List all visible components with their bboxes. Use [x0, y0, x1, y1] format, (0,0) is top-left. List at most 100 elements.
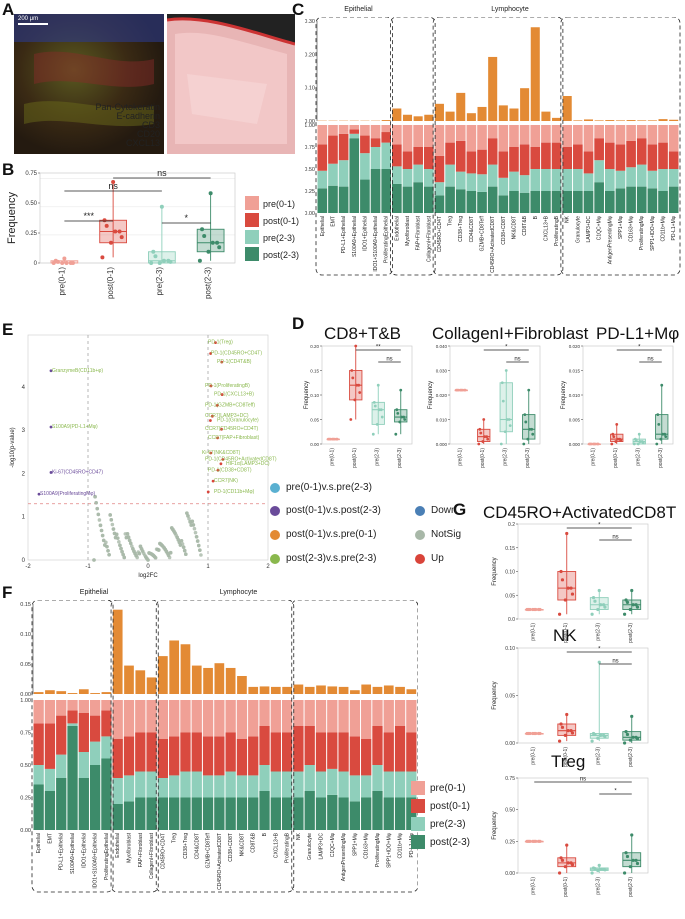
panel-d-title-1: CD8+T&B: [324, 324, 401, 343]
bar: [466, 113, 476, 121]
data-point: [220, 393, 224, 396]
data-point: [597, 660, 601, 664]
stack-segment: [202, 797, 214, 830]
data-point: [628, 865, 632, 869]
x-tick-label: post(2-3): [628, 747, 634, 767]
data-point: [355, 383, 359, 387]
data-point: [377, 408, 381, 412]
data-point: [563, 865, 567, 869]
stack-segment: [413, 147, 423, 165]
stack-segment: [392, 166, 402, 184]
x-tick-label: NK: [296, 832, 302, 840]
group-outline: [390, 17, 436, 276]
group-outline: [560, 17, 681, 276]
data-point: [114, 532, 119, 537]
x-tick-label: 1: [206, 564, 210, 570]
point-label: S100A9(PD-L1+Mφ): [52, 424, 98, 430]
legend-e-label-2: post(0-1)v.s.post(2-3): [286, 505, 381, 516]
stack-segment: [44, 791, 56, 830]
data-point: [486, 437, 490, 441]
x-tick-label: LAMP3+DC: [319, 833, 325, 860]
data-point: [596, 868, 600, 873]
data-point: [396, 411, 400, 415]
stack-segment: [668, 169, 679, 187]
point-label: CCR7(CD45RO+CD4T): [205, 426, 259, 432]
data-point: [375, 423, 379, 426]
x-tick-label: AntigenPresentingMφ: [607, 215, 613, 264]
x-tick-label: NK: [565, 215, 571, 223]
legend-label: post(0-1): [263, 216, 299, 226]
data-point: [636, 442, 640, 446]
data-point: [122, 555, 127, 560]
y-tick-label: 0.015: [569, 369, 581, 374]
data-point: [173, 531, 177, 535]
x-tick-label: EMT: [330, 216, 336, 227]
stack-segment: [594, 125, 604, 139]
x-tick-label: IDO1+Epithelial: [81, 833, 87, 868]
point-label: S100A9(ProliferatingMφ): [40, 491, 96, 497]
data-point: [198, 548, 202, 552]
stack-segment: [434, 195, 445, 213]
stack-segment: [583, 125, 594, 152]
y-tick-label: 0.75: [505, 776, 515, 782]
x-tick-label: C1QC+Mφ: [597, 215, 603, 240]
bar: [381, 120, 391, 121]
y-tick-label: 0.10: [310, 393, 319, 398]
data-point: [565, 712, 569, 717]
y-tick-label: 0.005: [569, 418, 581, 423]
bar: [615, 120, 625, 121]
point-label: PD-1(GZMB+CD8Teff): [205, 402, 255, 408]
data-point: [597, 863, 601, 867]
stack-segment: [372, 726, 383, 765]
stack-segment: [361, 797, 372, 830]
stack-segment: [225, 771, 236, 798]
legend-swatch: [245, 247, 259, 261]
stack-segment: [327, 732, 338, 769]
data-point: [200, 227, 205, 232]
data-point: [194, 534, 199, 539]
bar: [124, 665, 134, 694]
y-tick-label: 0.05: [310, 418, 319, 423]
data-point: [221, 458, 225, 461]
data-point: [209, 451, 213, 455]
y-tick-label: 0.75: [20, 731, 31, 737]
y-tick-label: 0.15: [310, 369, 319, 374]
data-point: [209, 352, 213, 355]
data-point: [638, 440, 642, 443]
data-point: [93, 494, 97, 499]
data-point: [570, 731, 575, 735]
stack-segment: [293, 726, 304, 772]
stack-segment: [67, 726, 78, 830]
stack-segment: [372, 791, 383, 830]
bar: [101, 692, 112, 694]
stack-segment: [519, 175, 530, 193]
x-tick-label: CD11b+Mφ: [661, 215, 667, 241]
legend-f-post23: post(2-3): [411, 835, 470, 849]
stack-segment: [636, 138, 647, 165]
stack-segment: [101, 736, 112, 759]
x-tick-label: 2: [266, 564, 270, 570]
x-tick-label: CD8T&B: [251, 832, 257, 852]
data-point: [661, 432, 665, 436]
data-point: [456, 388, 460, 392]
data-point: [559, 856, 563, 860]
data-point: [603, 868, 607, 872]
data-point: [566, 586, 570, 590]
stack-segment: [304, 765, 315, 791]
data-point: [168, 550, 173, 555]
data-point: [566, 861, 570, 865]
stack-segment: [123, 700, 135, 737]
stack-segment: [304, 700, 315, 726]
bar: [626, 120, 636, 121]
bar: [669, 119, 679, 121]
stack-segment: [315, 771, 327, 798]
data-point: [137, 551, 142, 556]
data-point: [499, 442, 503, 446]
stack-segment: [551, 142, 562, 169]
legend-notsig-label: NotSig: [431, 529, 462, 540]
scalebar-label: 200 μm: [18, 16, 39, 22]
stack-segment: [236, 775, 248, 798]
data-point: [162, 258, 167, 263]
bar: [169, 640, 180, 694]
box: [148, 251, 176, 264]
